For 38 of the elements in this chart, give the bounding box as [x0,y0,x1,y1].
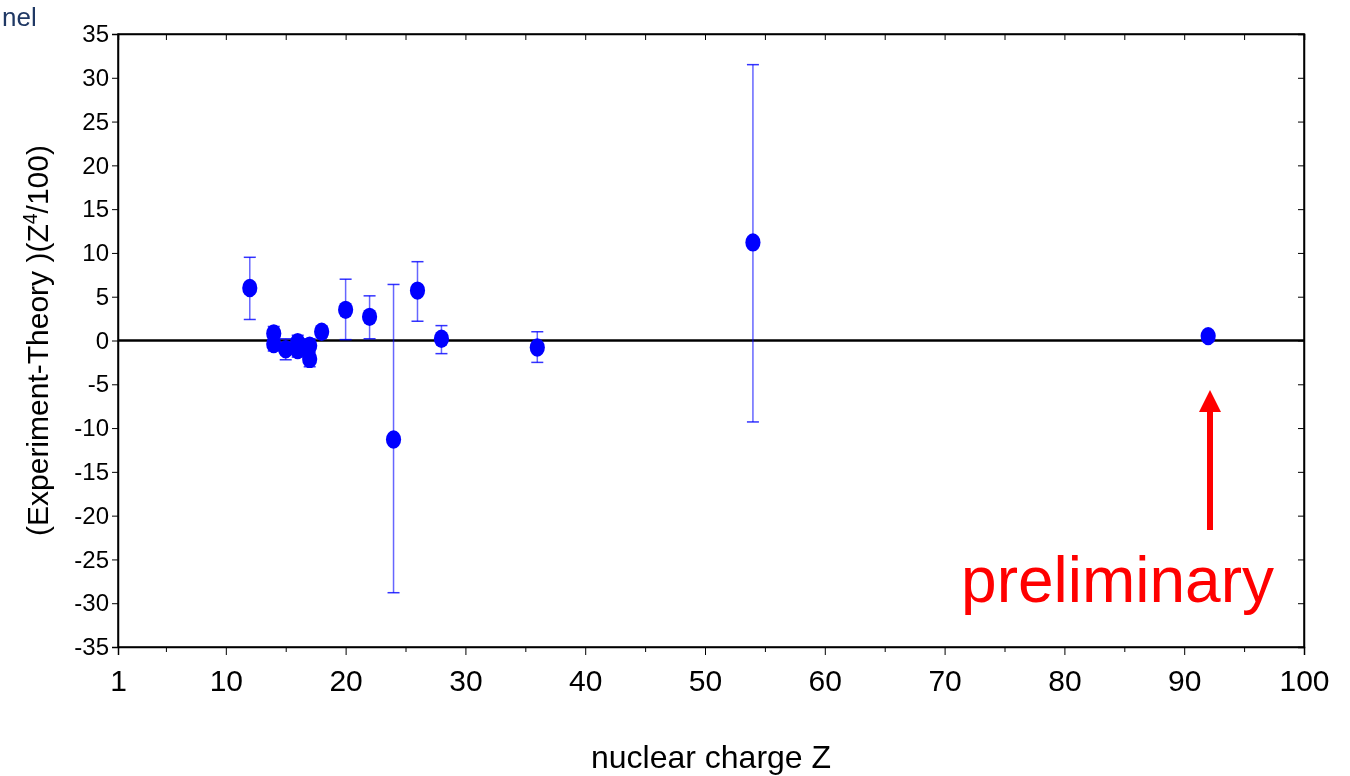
y-tick-label: -30 [74,589,109,617]
x-tick-label: 100 [1279,664,1330,697]
y-tick-label: 5 [95,282,109,310]
y-tick-label: -5 [87,370,109,398]
y-tick-label: -20 [74,501,109,529]
x-tick-label: 30 [449,664,483,697]
y-tick-label: 20 [82,151,109,179]
x-tick-label: 80 [1048,664,1082,697]
y-tick-label: -25 [74,545,109,573]
point [433,329,450,348]
y-tick-label: 30 [82,63,109,91]
point [409,281,426,300]
y-tick-label: 15 [82,195,109,223]
x-tick-label: 10 [209,664,244,697]
x-tick-label: 90 [1168,664,1202,697]
text: nel [2,2,37,32]
y-tick-label: 0 [95,326,109,354]
point [1200,326,1216,346]
x-tick-label: 40 [569,664,603,697]
x-tick-label: 50 [688,664,723,697]
x-tick-label: 20 [329,664,363,697]
y-tick-label: -35 [74,633,109,661]
y-tick-label: 25 [82,107,109,135]
point [362,307,378,327]
y-tick-label: 35 [82,20,109,48]
x-tick-label: 70 [928,664,962,697]
annotation: preliminary [961,544,1274,616]
x-axis-title: nuclear charge Z [590,739,832,775]
y-tick-label: 10 [82,239,109,267]
x-tick-label: 1 [110,664,127,697]
point [338,300,354,320]
point [385,430,402,449]
x-tick-label: 60 [808,664,842,697]
point [529,338,545,357]
y-tick-label: -15 [74,458,109,486]
point [745,233,761,252]
y-tick-label: -10 [74,414,109,442]
point [242,278,258,298]
